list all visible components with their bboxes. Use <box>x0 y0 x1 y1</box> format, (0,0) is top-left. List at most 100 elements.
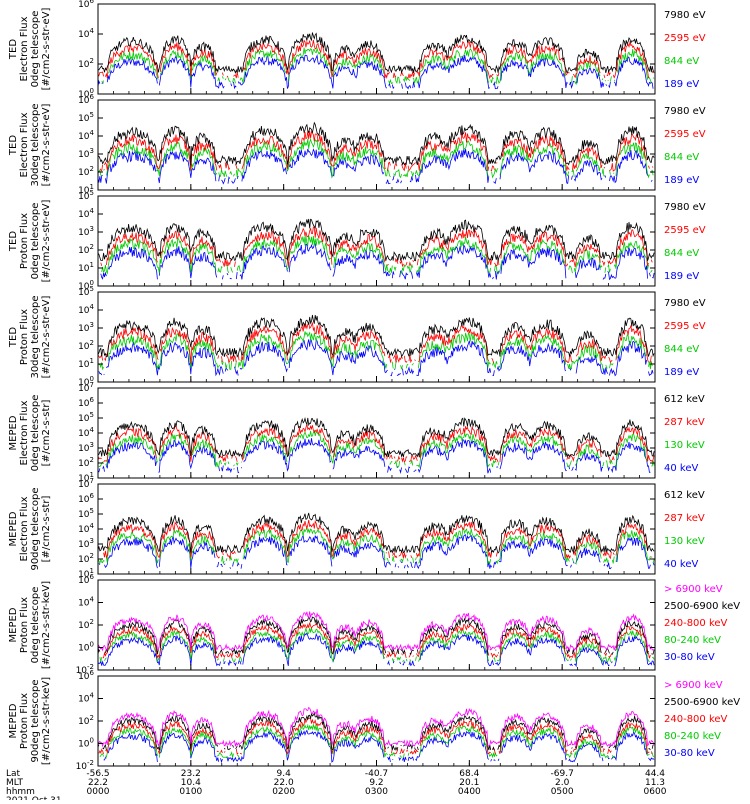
legend-entry: 40 keV <box>664 559 698 570</box>
panel-frame <box>97 99 656 191</box>
legend-entry: 80-240 keV <box>664 731 721 742</box>
y-axis-label: [#/cm2-s-str-eV] <box>41 296 52 379</box>
x-tick-label-mlt: 10.4 <box>181 778 201 788</box>
y-tick-label: 102 <box>78 57 94 70</box>
y-tick-label: 104 <box>78 596 94 609</box>
y-axis-label: MEPED <box>8 703 19 738</box>
y-axis-label: Proton Flux <box>19 597 30 653</box>
series-trace-7-4 <box>99 626 655 664</box>
series-trace-6-1 <box>97 512 655 554</box>
x-tick-label-lat: -69.7 <box>551 769 574 779</box>
y-tick-label: 104 <box>78 303 94 316</box>
y-tick-label: 103 <box>78 321 94 334</box>
legend-entry: 2500-6900 keV <box>664 601 740 612</box>
y-axis-label: Proton Flux <box>19 693 30 749</box>
y-tick-label: 102 <box>78 714 94 727</box>
legend-entry: 189 eV <box>664 271 699 282</box>
series-trace-2-2 <box>99 130 654 172</box>
y-tick-label: 103 <box>78 441 94 454</box>
y-axis-label: [#/cm2-s-str-keV] <box>41 677 52 765</box>
x-tick-label-mlt: 11.3 <box>645 778 665 788</box>
x-row-label: hhmm <box>6 787 35 797</box>
series-trace-6-3 <box>97 525 655 565</box>
series-trace-1-3 <box>101 47 655 86</box>
legend-entry: 7980 eV <box>664 10 706 21</box>
y-axis-label: Proton Flux <box>19 213 30 269</box>
y-axis-label: [#/cm2-s-str-eV] <box>41 104 52 187</box>
y-tick-label: 102 <box>78 456 94 469</box>
series-trace-2-3 <box>98 137 654 179</box>
y-tick-label: 100 <box>78 737 94 750</box>
x-tick-label-mlt: 20.1 <box>459 778 479 788</box>
x-tick-label-hhmm: 0600 <box>644 787 667 797</box>
series-trace-3-4 <box>100 243 655 281</box>
legend-entry: 612 keV <box>664 490 705 501</box>
y-tick-label: 105 <box>78 111 94 124</box>
y-axis-label: MEPED <box>8 415 19 450</box>
legend-entry: 130 keV <box>664 440 705 451</box>
legend-entry: 2595 eV <box>664 33 706 44</box>
series-trace-7-1 <box>97 611 655 652</box>
series-trace-8-5 <box>103 729 655 764</box>
y-tick-label: 102 <box>78 339 94 352</box>
legend-entry: 844 eV <box>664 344 699 355</box>
legend-entry: 240-800 keV <box>664 618 728 629</box>
legend-entry: 189 eV <box>664 175 699 186</box>
x-tick-label-hhmm: 0100 <box>179 787 202 797</box>
x-tick-label-mlt: 2.0 <box>555 778 570 788</box>
y-tick-label: 101 <box>78 357 94 370</box>
legend-entry: 7980 eV <box>664 298 706 309</box>
y-axis-label: TED <box>8 231 19 252</box>
legend-entry: 80-240 keV <box>664 635 721 646</box>
legend-entry: 189 eV <box>664 79 699 90</box>
series-trace-3-1 <box>97 218 655 262</box>
x-tick-label-mlt: 9.2 <box>369 778 383 788</box>
y-tick-label: 100 <box>78 641 94 654</box>
y-axis-label: 30deg telescope <box>30 295 41 378</box>
y-tick-label: 102 <box>78 165 94 178</box>
x-tick-label-mlt: 22.0 <box>274 778 294 788</box>
y-tick-label: 103 <box>78 225 94 238</box>
y-axis-label: Electron Flux <box>19 112 30 177</box>
legend-entry: > 6900 keV <box>664 680 723 691</box>
x-tick-label-hhmm: 0200 <box>272 787 295 797</box>
y-axis-label: TED <box>8 135 19 156</box>
y-axis-label: [#/cm2-s-str-eV] <box>41 8 52 91</box>
legend-entry: > 6900 keV <box>664 584 723 595</box>
y-tick-label: 106 <box>78 492 94 505</box>
y-tick-label: 103 <box>78 147 94 160</box>
legend-entry: 2500-6900 keV <box>664 697 740 708</box>
series-trace-8-3 <box>98 717 653 756</box>
y-axis-label: MEPED <box>8 607 19 642</box>
legend-entry: 287 keV <box>664 513 705 524</box>
x-tick-label-hhmm: 0000 <box>87 787 110 797</box>
y-axis-label: TED <box>8 39 19 60</box>
x-tick-label-hhmm: 0400 <box>458 787 481 797</box>
y-axis-label: Electron Flux <box>19 16 30 81</box>
legend-entry: 844 eV <box>664 152 699 163</box>
series-trace-1-2 <box>97 39 654 80</box>
legend-entry: 287 keV <box>664 417 705 428</box>
series-trace-4-4 <box>98 338 654 377</box>
x-row-label: MLT <box>6 778 24 788</box>
legend-entry: 2595 eV <box>664 321 706 332</box>
y-tick-label: 104 <box>78 426 94 439</box>
y-axis-label: 30deg telescope <box>30 103 41 186</box>
series-trace-2-1 <box>97 121 655 166</box>
legend-entry: 612 keV <box>664 394 705 405</box>
x-tick-label-lat: 23.2 <box>181 769 201 779</box>
legend-entry: 844 eV <box>664 56 699 67</box>
legend-entry: 844 eV <box>664 248 699 259</box>
series-trace-7-2 <box>97 615 655 655</box>
y-tick-label: 102 <box>78 552 94 565</box>
y-tick-label: 103 <box>78 537 94 550</box>
y-axis-label: 0deg telescope <box>30 395 41 472</box>
y-tick-label: 104 <box>78 692 94 705</box>
